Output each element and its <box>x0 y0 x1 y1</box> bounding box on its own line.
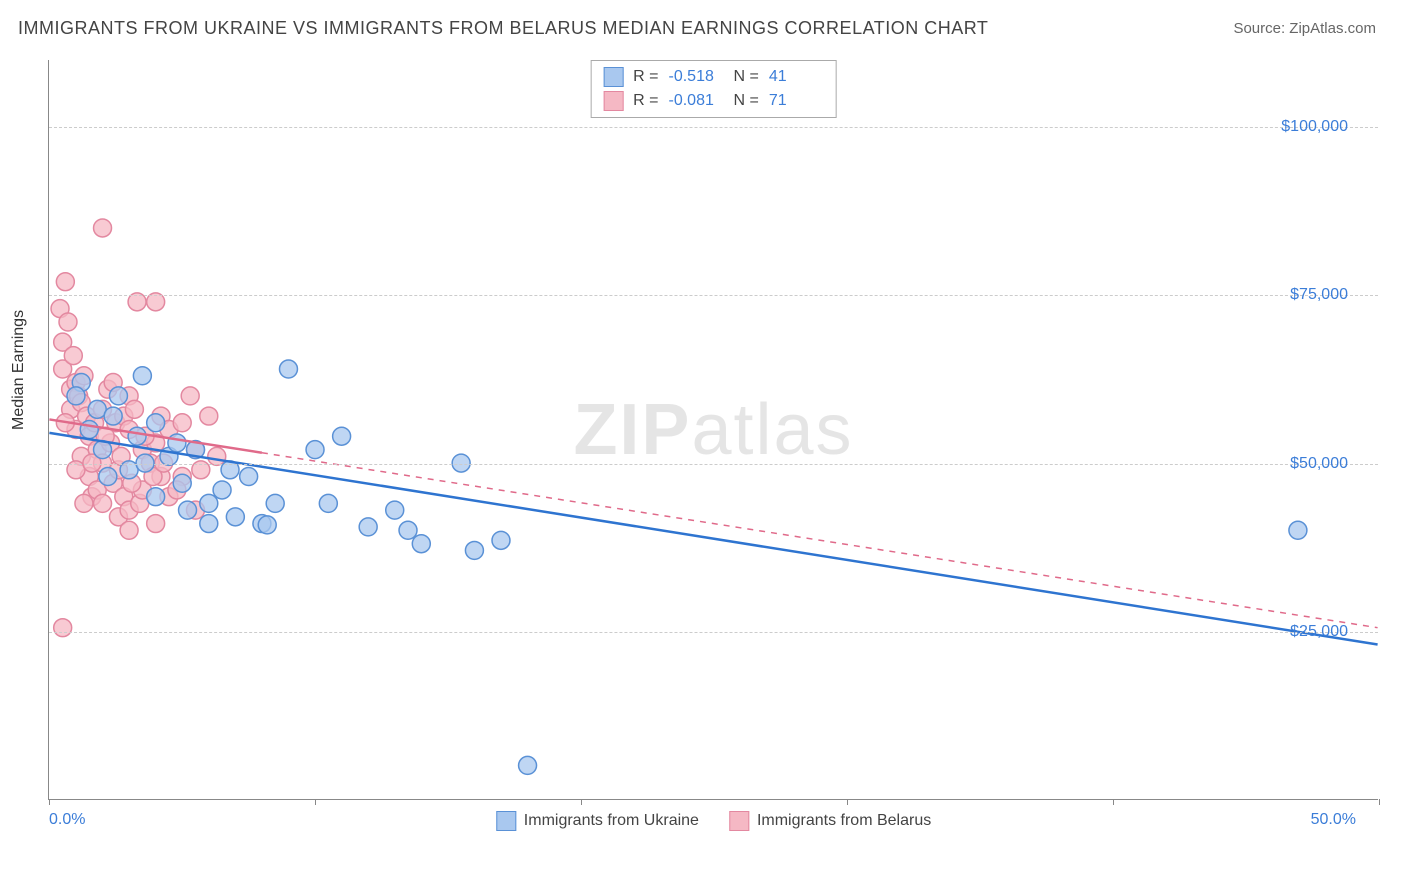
data-point-belarus <box>64 347 82 365</box>
gridline <box>49 632 1378 633</box>
data-point-belarus <box>59 313 77 331</box>
data-point-ukraine <box>333 427 351 445</box>
data-point-ukraine <box>306 441 324 459</box>
r-label: R = <box>633 68 658 86</box>
n-value-belarus: 71 <box>769 92 824 110</box>
data-point-belarus <box>94 494 112 512</box>
data-point-ukraine <box>399 521 417 539</box>
data-point-ukraine <box>147 414 165 432</box>
n-value-ukraine: 41 <box>769 68 824 86</box>
r-label: R = <box>633 92 658 110</box>
data-point-ukraine <box>80 421 98 439</box>
data-point-belarus <box>54 619 72 637</box>
data-point-ukraine <box>1289 521 1307 539</box>
data-point-ukraine <box>319 494 337 512</box>
chart-title: IMMIGRANTS FROM UKRAINE VS IMMIGRANTS FR… <box>18 18 988 39</box>
gridline <box>49 127 1378 128</box>
data-point-ukraine <box>128 427 146 445</box>
stats-row-ukraine: R = -0.518 N = 41 <box>603 65 824 89</box>
data-point-belarus <box>147 515 165 533</box>
data-point-belarus <box>200 407 218 425</box>
data-point-ukraine <box>465 541 483 559</box>
data-point-ukraine <box>99 468 117 486</box>
legend-item-belarus: Immigrants from Belarus <box>729 811 931 831</box>
data-point-belarus <box>125 400 143 418</box>
x-tick <box>847 799 848 805</box>
data-point-ukraine <box>412 535 430 553</box>
data-point-ukraine <box>200 494 218 512</box>
data-point-ukraine <box>179 501 197 519</box>
y-tick-label: $100,000 <box>1281 118 1348 136</box>
r-value-belarus: -0.081 <box>669 92 724 110</box>
x-tick <box>1379 799 1380 805</box>
data-point-ukraine <box>133 367 151 385</box>
data-point-belarus <box>75 494 93 512</box>
legend-label-ukraine: Immigrants from Ukraine <box>524 812 699 830</box>
data-point-belarus <box>94 219 112 237</box>
source-label: Source: ZipAtlas.com <box>1233 20 1376 37</box>
swatch-ukraine <box>496 811 516 831</box>
data-point-ukraine <box>147 488 165 506</box>
data-point-ukraine <box>240 468 258 486</box>
data-point-ukraine <box>492 531 510 549</box>
legend-item-ukraine: Immigrants from Ukraine <box>496 811 699 831</box>
swatch-belarus <box>729 811 749 831</box>
gridline <box>49 295 1378 296</box>
swatch-belarus <box>603 91 623 111</box>
data-point-belarus <box>120 521 138 539</box>
data-point-ukraine <box>67 387 85 405</box>
scatter-svg <box>49 60 1378 799</box>
data-point-ukraine <box>173 474 191 492</box>
gridline <box>49 464 1378 465</box>
x-tick <box>49 799 50 805</box>
x-tick <box>1113 799 1114 805</box>
data-point-ukraine <box>258 516 276 534</box>
stats-row-belarus: R = -0.081 N = 71 <box>603 89 824 113</box>
data-point-ukraine <box>104 407 122 425</box>
data-point-ukraine <box>213 481 231 499</box>
swatch-ukraine <box>603 67 623 87</box>
data-point-belarus <box>56 273 74 291</box>
data-point-ukraine <box>266 494 284 512</box>
y-tick-label: $25,000 <box>1290 623 1348 641</box>
data-point-belarus <box>173 414 191 432</box>
data-point-ukraine <box>279 360 297 378</box>
data-point-ukraine <box>200 515 218 533</box>
data-point-ukraine <box>519 756 537 774</box>
r-value-ukraine: -0.518 <box>669 68 724 86</box>
x-axis-label-max: 50.0% <box>1311 811 1356 829</box>
data-point-belarus <box>181 387 199 405</box>
y-tick-label: $75,000 <box>1290 286 1348 304</box>
data-point-ukraine <box>109 387 127 405</box>
bottom-legend: Immigrants from Ukraine Immigrants from … <box>496 811 931 831</box>
data-point-ukraine <box>226 508 244 526</box>
data-point-ukraine <box>386 501 404 519</box>
x-tick <box>315 799 316 805</box>
x-tick <box>581 799 582 805</box>
y-tick-label: $50,000 <box>1290 455 1348 473</box>
chart-plot-area: ZIPatlas R = -0.518 N = 41 R = -0.081 N … <box>48 60 1378 800</box>
data-point-ukraine <box>168 434 186 452</box>
data-point-ukraine <box>359 518 377 536</box>
x-axis-label-min: 0.0% <box>49 811 85 829</box>
y-axis-label: Median Earnings <box>10 310 28 430</box>
n-label: N = <box>734 68 759 86</box>
legend-label-belarus: Immigrants from Belarus <box>757 812 931 830</box>
n-label: N = <box>734 92 759 110</box>
stats-legend-box: R = -0.518 N = 41 R = -0.081 N = 71 <box>590 60 837 118</box>
